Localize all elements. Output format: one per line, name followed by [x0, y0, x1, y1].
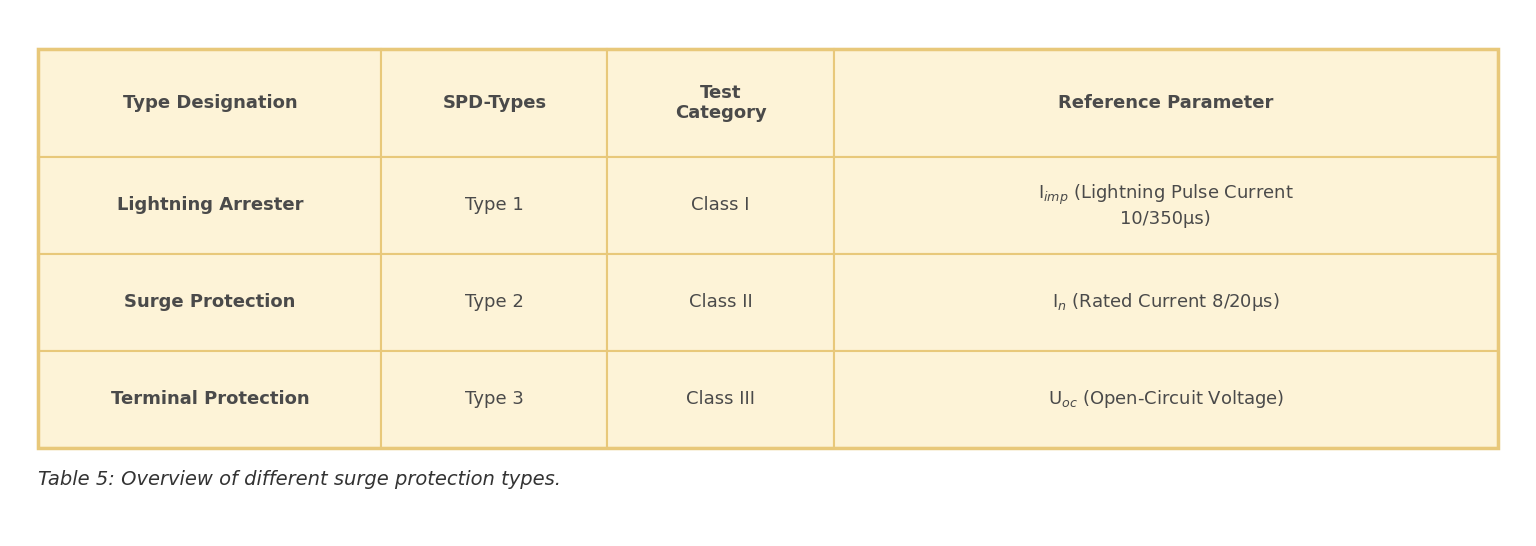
Text: Test
Category: Test Category [674, 84, 766, 122]
Text: I$_n$ (Rated Current 8/20μs): I$_n$ (Rated Current 8/20μs) [1052, 291, 1279, 313]
Text: Type 2: Type 2 [465, 293, 524, 311]
Bar [381, 254, 607, 351]
Text: I$_{imp}$ (Lightning Pulse Current
10/350μs): I$_{imp}$ (Lightning Pulse Current 10/35… [1038, 183, 1293, 228]
Text: Type Designation: Type Designation [123, 94, 296, 112]
Text: U$_{oc}$ (Open-Circuit Voltage): U$_{oc}$ (Open-Circuit Voltage) [1048, 388, 1284, 410]
Bar [607, 351, 834, 448]
Text: Surge Protection: Surge Protection [124, 293, 295, 311]
Text: Terminal Protection: Terminal Protection [111, 390, 309, 408]
Bar [38, 157, 381, 254]
Bar [38, 49, 381, 157]
Bar [381, 49, 607, 157]
Text: Type 3: Type 3 [465, 390, 524, 408]
Bar [834, 157, 1498, 254]
Text: Class III: Class III [687, 390, 756, 408]
Bar [38, 254, 381, 351]
Bar [834, 49, 1498, 157]
Bar [38, 351, 381, 448]
Text: SPD-Types: SPD-Types [442, 94, 547, 112]
Text: Type 1: Type 1 [465, 196, 524, 214]
Bar [607, 254, 834, 351]
Text: Table 5: Overview of different surge protection types.: Table 5: Overview of different surge pro… [38, 470, 561, 489]
Bar [381, 157, 607, 254]
Text: Lightning Arrester: Lightning Arrester [117, 196, 303, 214]
Bar [607, 157, 834, 254]
Bar [607, 49, 834, 157]
Bar [834, 254, 1498, 351]
Text: Class I: Class I [691, 196, 750, 214]
Text: Reference Parameter: Reference Parameter [1058, 94, 1273, 112]
Bar [834, 351, 1498, 448]
Text: Class II: Class II [688, 293, 753, 311]
Bar [38, 49, 1498, 448]
Bar [381, 351, 607, 448]
